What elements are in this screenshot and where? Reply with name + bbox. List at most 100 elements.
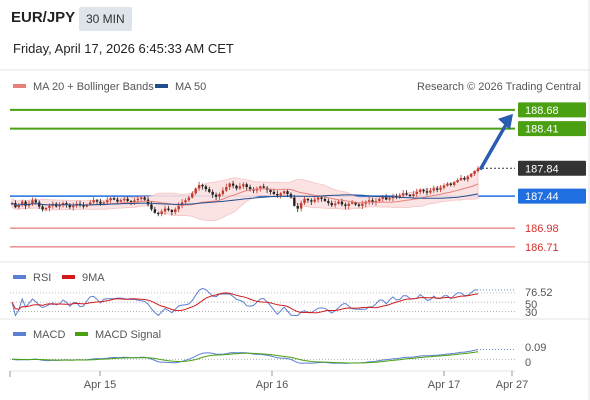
candle-body-4 [24,201,27,206]
candle-body-128 [446,183,449,186]
candle-body-124 [432,188,435,191]
candle-body-84 [296,205,299,209]
legend-ma50-swatch [155,84,168,88]
candle-body-88 [310,200,313,202]
candle-body-14 [58,205,61,207]
candle-body-93 [327,200,330,204]
candle-body-10 [44,207,48,210]
candle-body-40 [146,199,150,205]
candle-body-39 [143,197,146,200]
candle-body-95 [333,203,337,206]
level-tag-0: 188.68 [525,105,559,117]
candle-body-91 [320,197,323,199]
x-tick-label-1: Apr 16 [256,379,288,391]
level-tag-bg-2 [518,160,586,176]
candle-body-89 [313,199,316,202]
candle-body-121 [422,189,425,192]
x-tick-label-0: Apr 15 [84,379,116,391]
candle-body-126 [439,187,442,190]
candle-body-78 [276,194,279,196]
legend-rsi-ma-label: 9MA [82,272,105,284]
candle-body-36 [133,200,136,203]
candle-body-42 [153,209,157,213]
legend-macd-signal-swatch [75,332,88,336]
candle-body-54 [194,188,197,194]
timeframe-badge[interactable]: 30 MIN [79,7,132,31]
bollinger-bands [11,168,479,221]
candle-body-83 [293,197,296,206]
candle-body-77 [272,191,276,194]
legend-macd-swatch [13,332,26,336]
candle-body-116 [405,193,408,195]
candle-body-94 [330,203,333,206]
candle-body-34 [126,198,129,201]
macd-last-value: 0.09 [525,342,546,354]
candle-body-114 [398,195,401,198]
candle-body-107 [374,200,378,203]
candle-body-59 [211,191,214,195]
candle-body-43 [157,212,160,215]
candle-body-127 [442,185,446,188]
x-axis: Apr 15 Apr 16 Apr 17 Apr 27 [9,371,528,391]
candle-body-118 [412,194,415,197]
candle-body-97 [340,201,344,205]
candle-body-47 [170,210,174,213]
candle-body-16 [65,203,68,205]
rsi-ma-line [11,292,479,314]
candles [10,166,480,217]
candle-body-87 [306,198,310,201]
candle-body-15 [61,203,65,206]
candle-body-122 [425,191,429,193]
ma50-line [11,193,479,206]
candle-body-35 [129,200,133,203]
rsi-tick-30: 30 [525,307,537,319]
candle-body-132 [459,178,463,181]
legend-ma20-label: MA 20 + Bollinger Bands [33,81,154,93]
candle-body-96 [337,201,340,204]
level-tag-5: 186.71 [525,242,559,254]
candle-body-68 [242,184,245,187]
candle-body-129 [449,183,452,185]
candle-body-125 [435,188,439,190]
datetime-label: Friday, April 17, 2026 6:45:33 AM CET [13,41,234,56]
level-tag-bg-3 [518,188,586,204]
level-tags: 188.68 188.41 187.84 187.44 186.98 186.71 [518,102,586,254]
legend-ma50-label: MA 50 [175,81,206,93]
candle-body-46 [167,208,170,210]
candle-body-9 [41,206,44,210]
candle-body-135 [469,173,473,177]
candle-body-131 [456,180,459,183]
projection [479,113,513,171]
candle-body-6 [31,200,34,204]
candle-body-18 [72,205,75,208]
candle-body-98 [344,204,347,206]
candle-body-136 [473,171,476,174]
x-tick-label-2: Apr 17 [428,379,460,391]
candle-body-117 [408,194,412,197]
candle-body-58 [208,189,211,192]
candle-body-25 [95,200,99,202]
candle-body-17 [68,204,72,208]
candle-body-101 [354,202,357,205]
candle-body-109 [381,197,384,199]
level-tag-3: 187.44 [525,191,559,203]
bollinger-band-area [11,168,479,221]
legend-macd-signal-label: MACD Signal [95,329,161,341]
rsi-last-value: 76.52 [525,287,553,299]
candle-body-48 [174,209,177,213]
candle-body-60 [214,194,218,197]
candle-body-32 [119,200,123,202]
candle-body-29 [109,198,112,201]
candle-body-45 [163,208,167,212]
candle-body-7 [34,200,38,203]
legend-rsi-label: RSI [33,272,51,284]
candle-body-64 [228,183,231,188]
candle-body-73 [259,186,262,189]
legend-rsi-ma-swatch [62,275,75,279]
candle-body-11 [48,205,51,208]
candle-body-100 [350,202,354,204]
candle-body-52 [187,197,191,201]
candle-body-24 [92,200,95,203]
candle-body-80 [282,191,286,194]
candle-body-56 [201,184,204,187]
